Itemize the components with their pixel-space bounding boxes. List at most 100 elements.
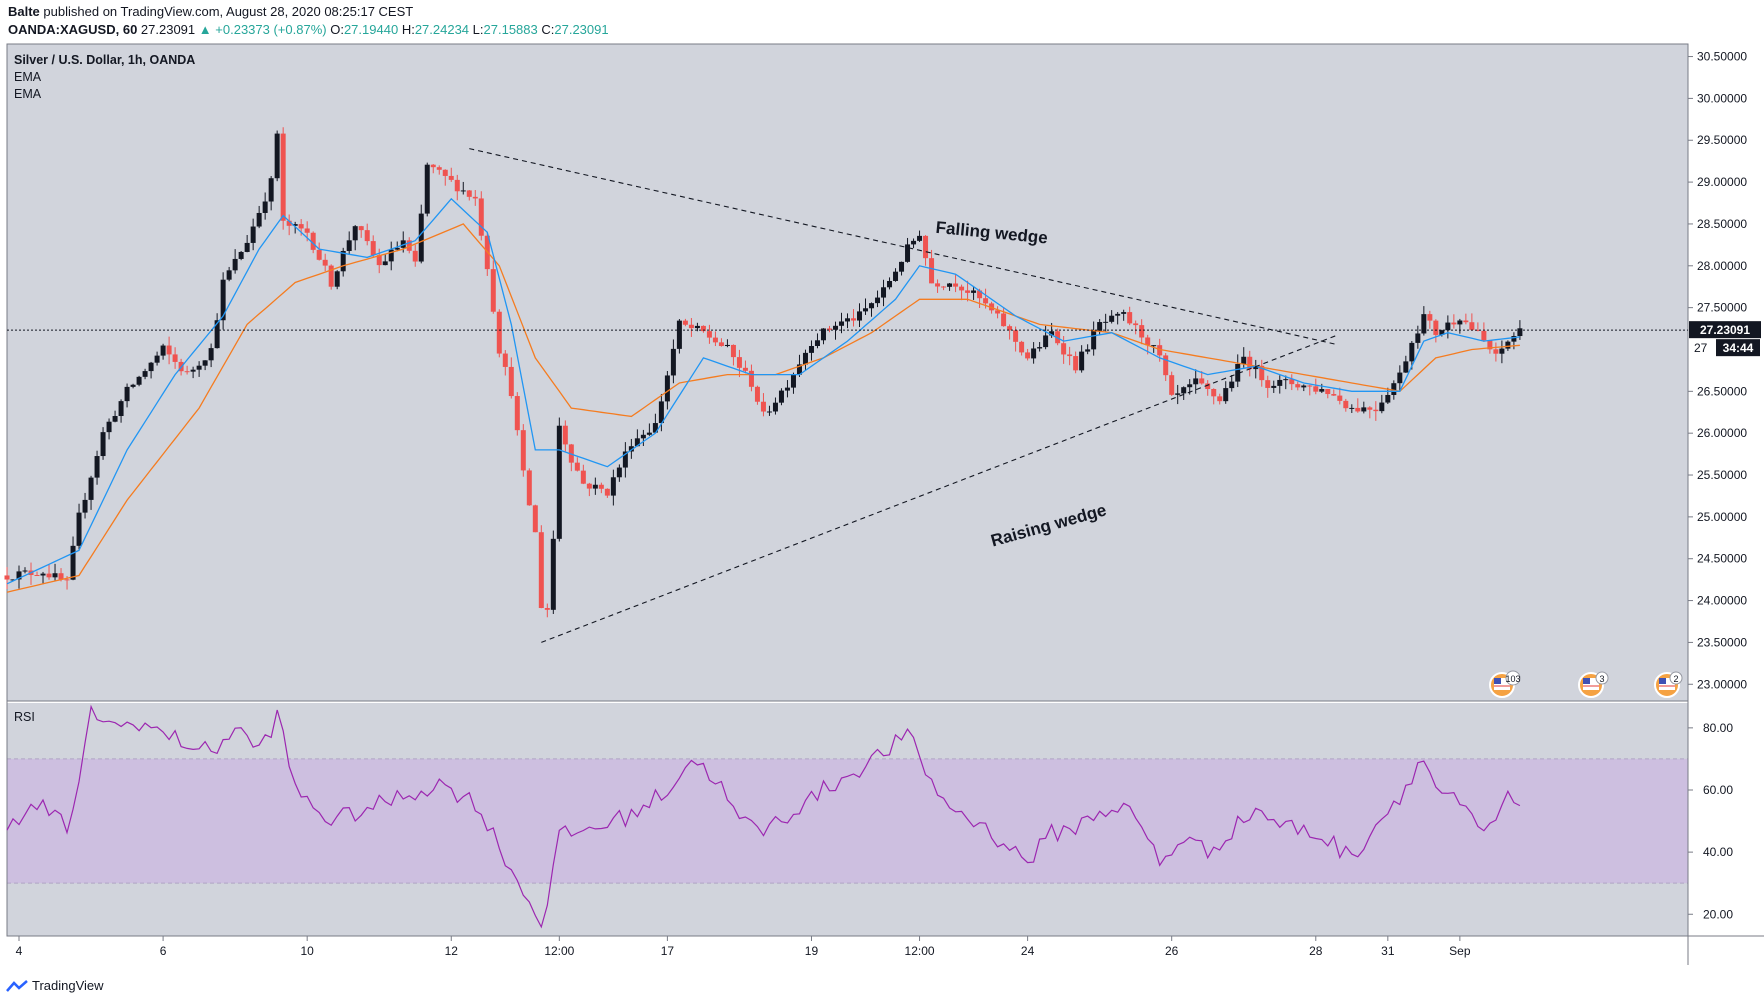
candle-body [1421,314,1427,334]
low-value: 27.15883 [483,22,538,37]
candle-body [923,235,929,259]
candle-body [1385,394,1391,403]
candle-body [1409,342,1415,362]
price-tick-label: 30.50000 [1697,50,1747,64]
candle-body [184,371,190,373]
up-arrow-icon: ▲ [198,22,212,37]
candle-body [881,287,887,298]
ema-legend-1[interactable]: EMA [14,70,42,84]
candle-body [1265,380,1271,388]
candle-body [905,244,911,262]
candle-body [808,346,814,353]
candle-body [346,240,352,251]
chart-title: Silver / U.S. Dollar, 1h, OANDA [14,53,196,67]
candle-body [814,340,820,347]
candle-body [1205,383,1211,390]
time-axis: 4 6 10 12 12:00 17 19 12:00 24 26 28 31 Sep [16,936,1471,958]
price-tick-label: 25.50000 [1697,468,1747,482]
price-tick-label: 26.50000 [1697,384,1747,398]
author-name[interactable]: Balte [8,4,40,19]
candle-body [1097,322,1103,331]
candle-body [220,279,226,321]
candle-body [1181,387,1187,394]
rsi-tick-label: 80.00 [1703,721,1733,735]
candle-body [845,318,850,322]
candle-body [1175,393,1181,395]
candle-body [1169,375,1175,395]
open-label: O: [330,22,344,37]
candle-body [544,608,550,610]
candle-body [953,283,959,287]
candle-body [190,369,196,372]
candle-body [514,396,520,431]
candle-body [136,376,142,385]
candle-body [502,353,508,367]
candle-body [214,320,220,349]
event-icon-2[interactable]: 3 [1578,671,1609,698]
candle-body [935,283,941,287]
candle-body [274,133,280,179]
candle-body [1013,330,1019,342]
last-price-tag [1689,321,1761,339]
candle-body [628,446,634,452]
event-icon-3[interactable]: 2 [1654,671,1683,698]
candle-body [1187,384,1193,388]
footer-brand[interactable]: TradingView [6,978,104,993]
event-icon-1[interactable]: 103 [1489,670,1521,698]
time-tick-label: 28 [1309,944,1323,958]
time-tick-label: 10 [300,944,314,958]
candle-body [772,402,778,412]
candle-body [244,242,250,252]
candle-body [40,573,46,576]
candle-body [586,483,592,489]
candle-body [364,230,370,242]
candle-body [1361,407,1367,412]
candle-body [1403,361,1409,373]
candle-body [682,320,688,325]
candle-body [250,226,256,243]
candle-body [1247,356,1253,370]
candle-body [1343,400,1349,409]
candle-body [574,462,580,471]
candle-body [1067,354,1073,357]
rsi-line [6,704,1521,929]
falling-wedge-line [469,148,1337,345]
candle-body [52,573,58,578]
candle-body [893,271,899,281]
candle-body [1157,345,1163,356]
time-tick-label: 4 [16,944,23,958]
candle-body [16,571,22,580]
candle-body [911,240,917,245]
candle-body [1439,330,1445,335]
candle-body [1193,378,1199,385]
candle-body [838,321,844,326]
ema-legend-2[interactable]: EMA [14,87,42,101]
candle-body [742,367,748,371]
candle-body [496,311,502,354]
rsi-tick-label: 60.00 [1703,783,1733,797]
candle-body [863,308,869,312]
candle-body [46,573,52,578]
candle-body [508,366,514,397]
rsi-legend[interactable]: RSI [14,710,35,724]
candle-body [622,451,628,468]
candle-body [262,201,268,213]
candle-body [1259,365,1265,381]
candle-body [130,384,136,387]
candle-body [256,212,262,227]
time-tick-label: 6 [160,944,167,958]
ema-fast-line [6,197,1520,585]
candle-body [232,258,238,271]
candle-body [869,303,875,309]
last-price: 27.23091 [140,22,196,37]
raising-wedge-line [541,335,1337,643]
candle-body [851,318,857,321]
candle-body [1499,348,1505,354]
rsi-tick-label: 20.00 [1703,907,1733,921]
candle-body [454,179,460,192]
candle-body [532,505,538,533]
candle-body [658,401,664,424]
price-change: +0.23373 (+0.87%) [215,22,327,37]
candle-body [971,290,977,293]
